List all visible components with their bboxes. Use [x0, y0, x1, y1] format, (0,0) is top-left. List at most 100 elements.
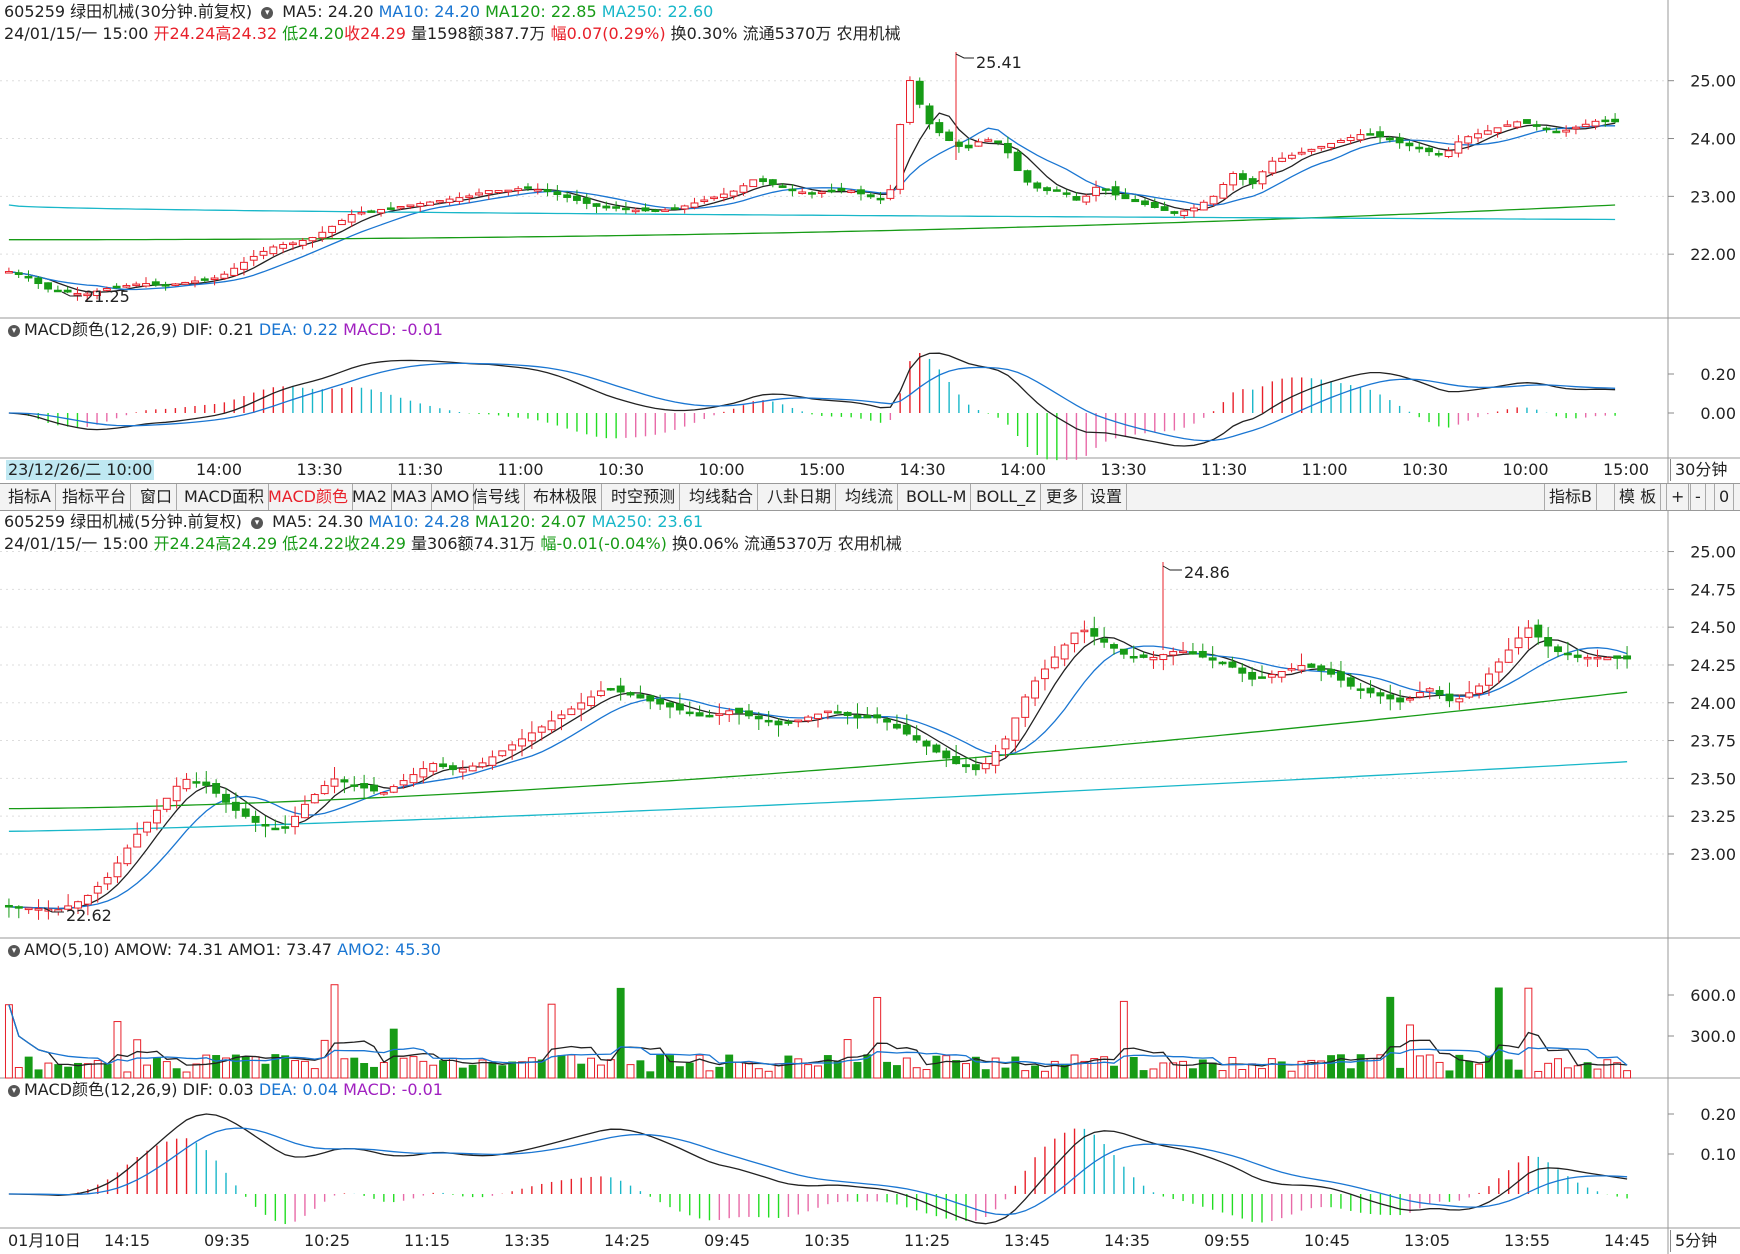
toolbar-item[interactable]: 八卦日期 [763, 484, 837, 510]
dropdown-icon[interactable]: ▾ [261, 6, 274, 19]
toolbar-item[interactable]: 均线黏合 [685, 484, 759, 510]
toolbar-right-item[interactable]: 模 板 [1614, 484, 1662, 510]
toolbar-item[interactable]: BOLL_Z [972, 484, 1042, 510]
candle-body [906, 80, 914, 123]
candle-body [1180, 210, 1189, 216]
dropdown-icon[interactable]: ▾ [8, 1084, 20, 1097]
amo-bar [1484, 1055, 1493, 1079]
toolbar-item[interactable]: 窗口 [136, 484, 178, 510]
candle-body [251, 815, 260, 823]
candle-body [271, 827, 280, 831]
candle-body [409, 774, 418, 784]
amo-bar [162, 1061, 171, 1079]
toolbar-item[interactable]: 指标A [4, 484, 56, 510]
toolbar-item[interactable]: 信号线 [468, 484, 526, 510]
ma250-line [8, 204, 1616, 221]
candle-body [162, 797, 171, 810]
toolbar-item[interactable]: MACD面积 [180, 484, 269, 510]
candle-body [1434, 153, 1443, 156]
toolbar-item[interactable]: MA3 [388, 484, 432, 510]
toolbar-item[interactable]: 设置 [1086, 484, 1128, 510]
candle-body [866, 194, 875, 198]
dropdown-icon[interactable]: ▾ [251, 516, 264, 529]
candle-body [103, 876, 112, 885]
bottom-macd-lines [8, 1113, 1628, 1225]
top-info-low: 低24.20 [282, 24, 345, 43]
amo-bar [64, 1066, 73, 1079]
top-macd-dea: DEA: 0.22 [258, 320, 339, 339]
amo-lines [8, 1004, 1628, 1068]
candle-body [1229, 172, 1238, 186]
amo-bar [606, 1059, 615, 1079]
amo-bar [241, 1056, 250, 1079]
toolbar-right-item[interactable]: 指标B [1544, 484, 1597, 510]
dropdown-icon[interactable]: ▾ [8, 944, 20, 957]
toolbar-item[interactable]: 更多 [1042, 484, 1084, 510]
bottom-low-marker: 22.62 [43, 906, 112, 925]
candle-body [1613, 655, 1622, 659]
candle-body [896, 124, 905, 190]
dropdown-icon[interactable]: ▾ [8, 324, 20, 337]
amo-bar [152, 1057, 161, 1079]
amo-bar [261, 1063, 270, 1079]
bottom-time-label: 13:05 [1404, 1231, 1451, 1250]
top-grid [0, 80, 1668, 255]
candle-body [249, 255, 258, 261]
amo-bar [498, 1065, 507, 1079]
candle-body [93, 885, 102, 894]
toolbar-item[interactable]: 时空预测 [607, 484, 681, 510]
top-period-label[interactable]: 30分钟 [1670, 459, 1731, 481]
candle-body [886, 189, 895, 199]
candle-body [1356, 688, 1365, 691]
toolbar-right-item[interactable]: + [1666, 484, 1690, 510]
candle-body [1542, 127, 1551, 131]
toolbar-item[interactable]: 均线流 [841, 484, 899, 510]
candle-body [102, 288, 111, 291]
amo-bar [291, 1060, 300, 1079]
top-info-open: 开24.24 [153, 24, 216, 43]
amo-bar [1149, 1068, 1158, 1079]
candle-body [93, 290, 101, 297]
candle-body [1307, 148, 1316, 152]
candle-body [310, 794, 319, 804]
top-low-marker: 21.25 [61, 287, 130, 306]
candle-body [524, 186, 532, 189]
amo-bar [1544, 1062, 1553, 1079]
toolbar-item[interactable]: MACD颜色 [264, 484, 353, 510]
top-ma10: MA10: 24.20 [378, 2, 480, 21]
candle-body [729, 190, 738, 197]
toolbar-item[interactable]: BOLL-M [902, 484, 972, 510]
candle-body [379, 792, 388, 795]
bottom-period-label[interactable]: 5分钟 [1670, 1230, 1721, 1252]
toolbar-item[interactable]: MA2 [348, 484, 392, 510]
candle-body [902, 724, 911, 735]
candle-body [1052, 189, 1061, 192]
y-tick-label: 24.75 [1690, 580, 1736, 599]
candle-body [1208, 657, 1217, 661]
candle-body [1514, 637, 1523, 649]
amo-bar [1613, 1062, 1622, 1079]
candle-body [1532, 124, 1541, 127]
candle-body [63, 289, 72, 293]
amo-bar [1336, 1054, 1345, 1079]
toolbar-item[interactable]: AMO [428, 484, 475, 510]
toolbar-item[interactable]: 指标平台 [58, 484, 132, 510]
candle-body [1376, 692, 1385, 697]
candle-body [547, 720, 556, 731]
y-tick-label: 23.25 [1690, 807, 1736, 826]
amo-bar [458, 1067, 467, 1079]
toolbar-right-item[interactable]: 0 [1714, 484, 1735, 510]
top-macd-value: MACD: -0.01 [343, 320, 443, 339]
bottom-time-label: 11:15 [404, 1231, 451, 1250]
toolbar-item[interactable]: 布林极限 [529, 484, 603, 510]
candle-body [974, 141, 983, 147]
amo-title: AMO(5,10) [24, 940, 110, 959]
top-time-label: 10:30 [1402, 460, 1449, 479]
top-high-marker: 25.41 [955, 52, 1022, 160]
top-ma120: MA120: 22.85 [485, 2, 597, 21]
candle-body [83, 293, 92, 297]
toolbar-right-item[interactable]: - [1690, 484, 1706, 510]
candle-body [1031, 680, 1040, 699]
candle-body [612, 206, 621, 209]
